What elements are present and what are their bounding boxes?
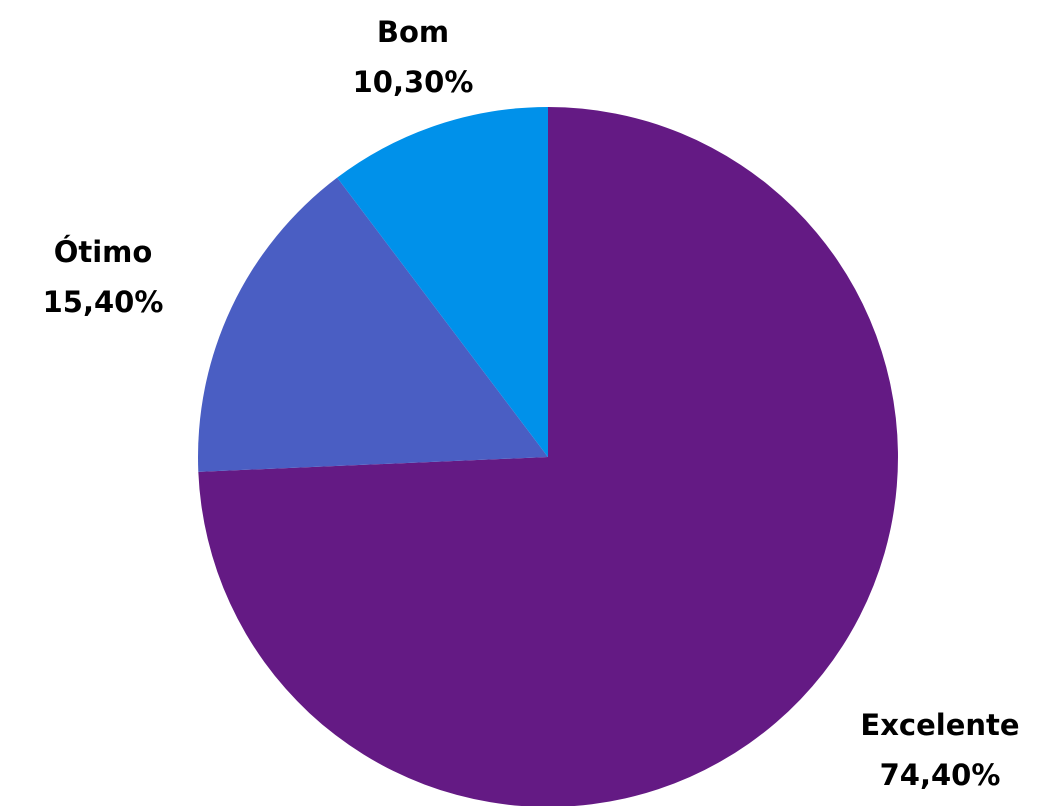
pie-slices (197, 107, 898, 806)
slice-category-label: Excelente (860, 708, 1019, 742)
slice-value-label: 74,40% (880, 758, 1001, 792)
pie-slice-excelente (198, 107, 898, 806)
slice-value-label: 15,40% (43, 285, 164, 319)
slice-labels: Excelente 74,40% Ótimo 15,40% Bom 10,30% (43, 15, 1020, 792)
pie-slice-bom (337, 107, 548, 457)
slice-category-label: Bom (377, 15, 449, 49)
slice-category-label: Ótimo (54, 235, 153, 269)
slice-value-label: 10,30% (353, 65, 474, 99)
pie-slice-otimo (197, 177, 548, 472)
